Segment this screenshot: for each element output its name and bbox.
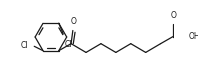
Text: O: O xyxy=(171,11,177,20)
Text: Cl: Cl xyxy=(21,41,28,50)
Text: Cl: Cl xyxy=(65,40,72,49)
Text: O: O xyxy=(71,17,77,26)
Text: OH: OH xyxy=(189,32,198,41)
